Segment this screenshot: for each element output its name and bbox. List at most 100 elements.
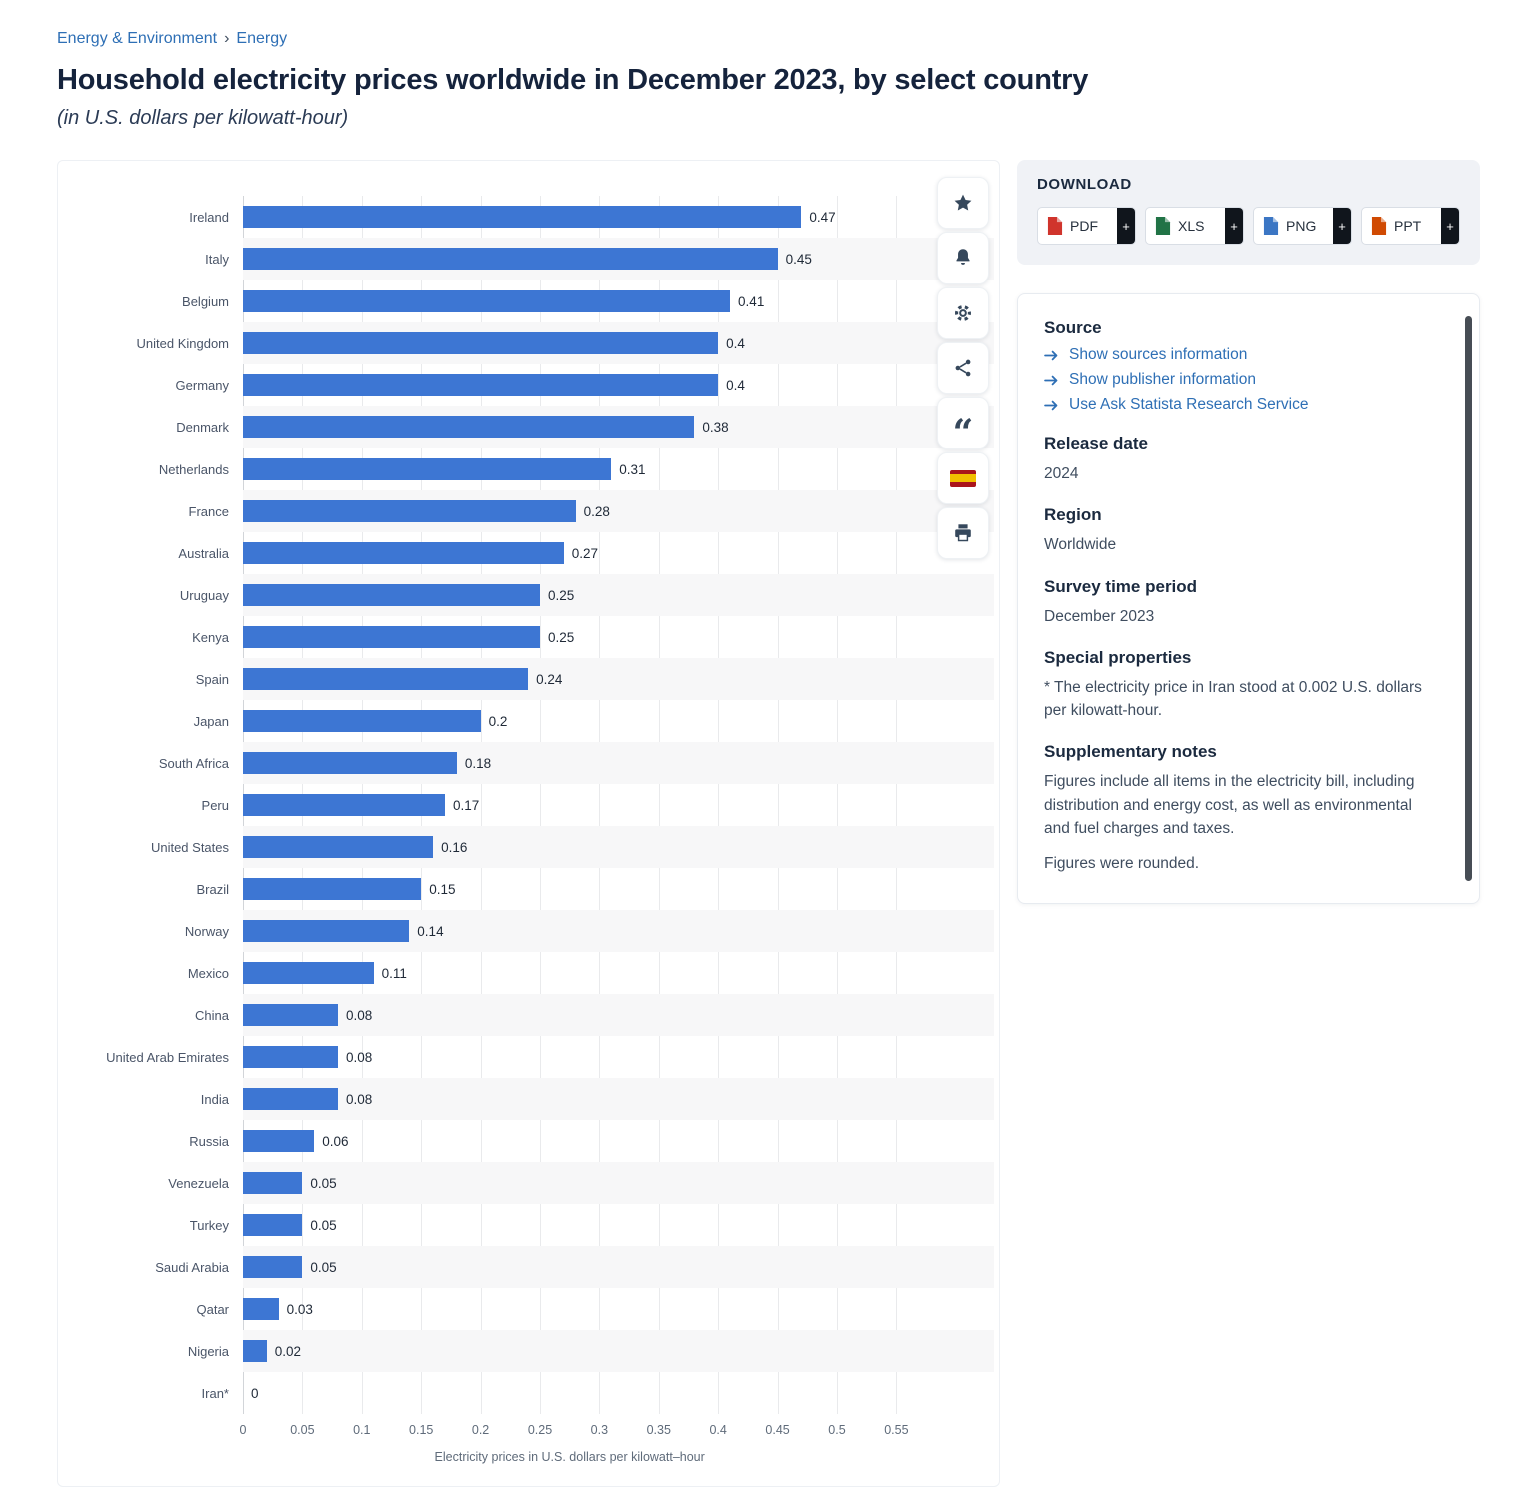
notifications-button[interactable] bbox=[937, 232, 989, 284]
value-label: 0.47 bbox=[809, 209, 836, 225]
bar[interactable] bbox=[243, 878, 422, 900]
download-button-label: XLS bbox=[1178, 218, 1205, 234]
download-xls-button[interactable]: XLS + bbox=[1145, 207, 1244, 245]
paragraph-spacer bbox=[1044, 840, 1435, 852]
category-label: Russia bbox=[189, 1133, 229, 1149]
bar[interactable] bbox=[243, 1172, 303, 1194]
category-label: Australia bbox=[178, 545, 229, 561]
chart-row: Russia 0.06 bbox=[58, 1120, 999, 1162]
citation-button[interactable]: “ bbox=[937, 397, 989, 451]
download-buttons: PDF + XLS + PNG + PPT + bbox=[1037, 207, 1460, 245]
x-axis-label-wrap: Electricity prices in U.S. dollars per k… bbox=[243, 1440, 994, 1468]
add-to-report-button[interactable]: + bbox=[1225, 208, 1243, 244]
chart-row: Australia 0.27 bbox=[58, 532, 999, 574]
bar[interactable] bbox=[243, 836, 434, 858]
bar[interactable] bbox=[243, 1340, 267, 1362]
add-to-report-button[interactable]: + bbox=[1333, 208, 1351, 244]
download-pdf-button[interactable]: PDF + bbox=[1037, 207, 1136, 245]
bar[interactable] bbox=[243, 1214, 303, 1236]
settings-button[interactable] bbox=[937, 287, 989, 339]
chart-row: Saudi Arabia 0.05 bbox=[58, 1246, 999, 1288]
bar[interactable] bbox=[243, 416, 695, 438]
value-label: 0.41 bbox=[738, 293, 765, 309]
add-to-report-button[interactable]: + bbox=[1117, 208, 1135, 244]
category-label: Nigeria bbox=[187, 1343, 229, 1359]
source-link-label: Show publisher information bbox=[1069, 371, 1256, 388]
bar[interactable] bbox=[243, 458, 612, 480]
source-link[interactable]: Show sources information bbox=[1044, 346, 1435, 364]
source-link[interactable]: Show publisher information bbox=[1044, 371, 1435, 389]
bar[interactable] bbox=[243, 920, 410, 942]
chart-row: Ireland 0.47 bbox=[58, 196, 999, 238]
bar[interactable] bbox=[243, 542, 564, 564]
breadcrumb-subcategory-link[interactable]: Energy bbox=[236, 30, 288, 47]
bar[interactable] bbox=[243, 1256, 303, 1278]
bar[interactable] bbox=[243, 332, 719, 354]
chart-row: China 0.08 bbox=[58, 994, 999, 1036]
special-properties-text: * The electricity price in Iran stood at… bbox=[1044, 678, 1422, 719]
x-tick-label: 0.15 bbox=[409, 1423, 434, 1437]
plot-cell: 0.25 bbox=[243, 616, 994, 658]
chart-card: Ireland 0.47 Italy 0.45 Belgium 0.41 United Ki… bbox=[57, 160, 1000, 1487]
add-to-report-button[interactable]: + bbox=[1441, 208, 1459, 244]
breadcrumb-category-link[interactable]: Energy & Environment bbox=[57, 30, 218, 47]
plot-cell: 0.05 bbox=[243, 1246, 994, 1288]
category-label: India bbox=[200, 1091, 229, 1107]
plot-cell: 0.17 bbox=[243, 784, 994, 826]
download-ppt-button[interactable]: PPT + bbox=[1361, 207, 1460, 245]
bar[interactable] bbox=[243, 752, 457, 774]
chart-row: Brazil 0.15 bbox=[58, 868, 999, 910]
value-label: 0.27 bbox=[571, 545, 599, 561]
bar[interactable] bbox=[243, 668, 529, 690]
category-label: Netherlands bbox=[158, 461, 229, 477]
value-label: 0.05 bbox=[310, 1175, 337, 1191]
download-button-label: PDF bbox=[1070, 218, 1098, 234]
category-label: Qatar bbox=[196, 1301, 229, 1317]
bar-chart: Ireland 0.47 Italy 0.45 Belgium 0.41 United Ki… bbox=[58, 196, 999, 1414]
favorite-button[interactable] bbox=[937, 177, 989, 229]
bar[interactable] bbox=[243, 500, 576, 522]
chart-row: Kenya 0.25 bbox=[58, 616, 999, 658]
arrow-right-icon bbox=[1044, 400, 1058, 410]
chart-row: Nigeria 0.02 bbox=[58, 1330, 999, 1372]
source-link-label: Use Ask Statista Research Service bbox=[1069, 396, 1309, 413]
bar[interactable] bbox=[243, 206, 802, 228]
download-png-button[interactable]: PNG + bbox=[1253, 207, 1352, 245]
language-spanish-button[interactable] bbox=[937, 452, 989, 504]
breadcrumb: Energy & Environment › Energy bbox=[57, 30, 1480, 48]
value-label: 0.17 bbox=[452, 797, 480, 813]
chart-row: Norway 0.14 bbox=[58, 910, 999, 952]
chart-row: Peru 0.17 bbox=[58, 784, 999, 826]
chart-rows: Ireland 0.47 Italy 0.45 Belgium 0.41 United Ki… bbox=[58, 196, 999, 1414]
ppt-file-icon bbox=[1371, 217, 1387, 235]
breadcrumb-separator: › bbox=[224, 30, 230, 47]
bar[interactable] bbox=[243, 1046, 339, 1068]
bar[interactable] bbox=[243, 794, 445, 816]
supplementary-notes-heading: Supplementary notes bbox=[1044, 742, 1217, 762]
share-button[interactable] bbox=[937, 342, 989, 394]
category-label: Iran* bbox=[201, 1385, 229, 1401]
chart-row: Denmark 0.38 bbox=[58, 406, 999, 448]
bar[interactable] bbox=[243, 374, 719, 396]
bar[interactable] bbox=[243, 710, 481, 732]
category-label: Venezuela bbox=[168, 1175, 229, 1191]
plot-cell: 0.16 bbox=[243, 826, 994, 868]
bar[interactable] bbox=[243, 1088, 339, 1110]
gear-icon bbox=[955, 305, 971, 321]
bar[interactable] bbox=[243, 962, 374, 984]
source-link[interactable]: Use Ask Statista Research Service bbox=[1044, 396, 1435, 414]
arrow-right-icon bbox=[1044, 375, 1058, 385]
scrollbar-thumb[interactable] bbox=[1465, 316, 1472, 882]
print-button[interactable] bbox=[937, 507, 989, 559]
bar[interactable] bbox=[243, 1298, 279, 1320]
category-label: Italy bbox=[205, 251, 229, 267]
bar[interactable] bbox=[243, 248, 778, 270]
category-label: Japan bbox=[193, 713, 229, 729]
bar[interactable] bbox=[243, 1130, 315, 1152]
bar[interactable] bbox=[243, 626, 540, 648]
bar[interactable] bbox=[243, 290, 731, 312]
plot-cell: 0.05 bbox=[243, 1204, 994, 1246]
bar[interactable] bbox=[243, 584, 540, 606]
category-label: France bbox=[188, 503, 229, 519]
bar[interactable] bbox=[243, 1004, 339, 1026]
